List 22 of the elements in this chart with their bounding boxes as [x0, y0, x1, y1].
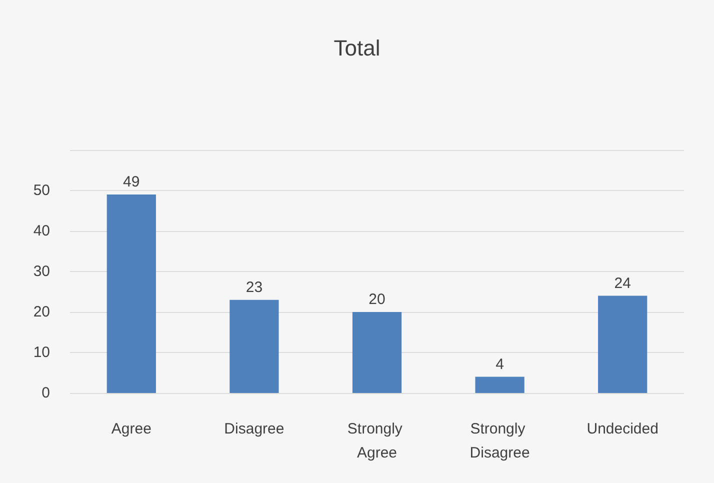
data-label: 4 — [496, 356, 504, 373]
y-tick-label: 0 — [42, 384, 50, 402]
y-tick-label: 40 — [33, 222, 50, 240]
y-tick-label: 10 — [33, 344, 50, 361]
data-label: 49 — [123, 174, 140, 191]
bar — [598, 296, 648, 393]
y-tick-label: 20 — [33, 304, 50, 320]
x-tick-label: Disagree — [224, 420, 284, 438]
y-tick-label: 30 — [33, 263, 50, 280]
data-label: 24 — [614, 274, 631, 292]
bar — [475, 376, 524, 393]
x-tick-label: Agree — [111, 420, 152, 438]
chart-title: Total — [334, 36, 380, 60]
bar — [352, 312, 402, 393]
x-tick-label: Strongly Agree — [347, 420, 407, 462]
bar — [106, 194, 156, 393]
data-label: 23 — [246, 278, 263, 296]
data-label: 20 — [368, 291, 386, 308]
x-tick-label: Undecided — [586, 420, 658, 438]
bar — [230, 300, 279, 393]
y-tick-label: 50 — [33, 182, 50, 199]
x-tick-label: Strongly Disagree — [470, 420, 530, 462]
